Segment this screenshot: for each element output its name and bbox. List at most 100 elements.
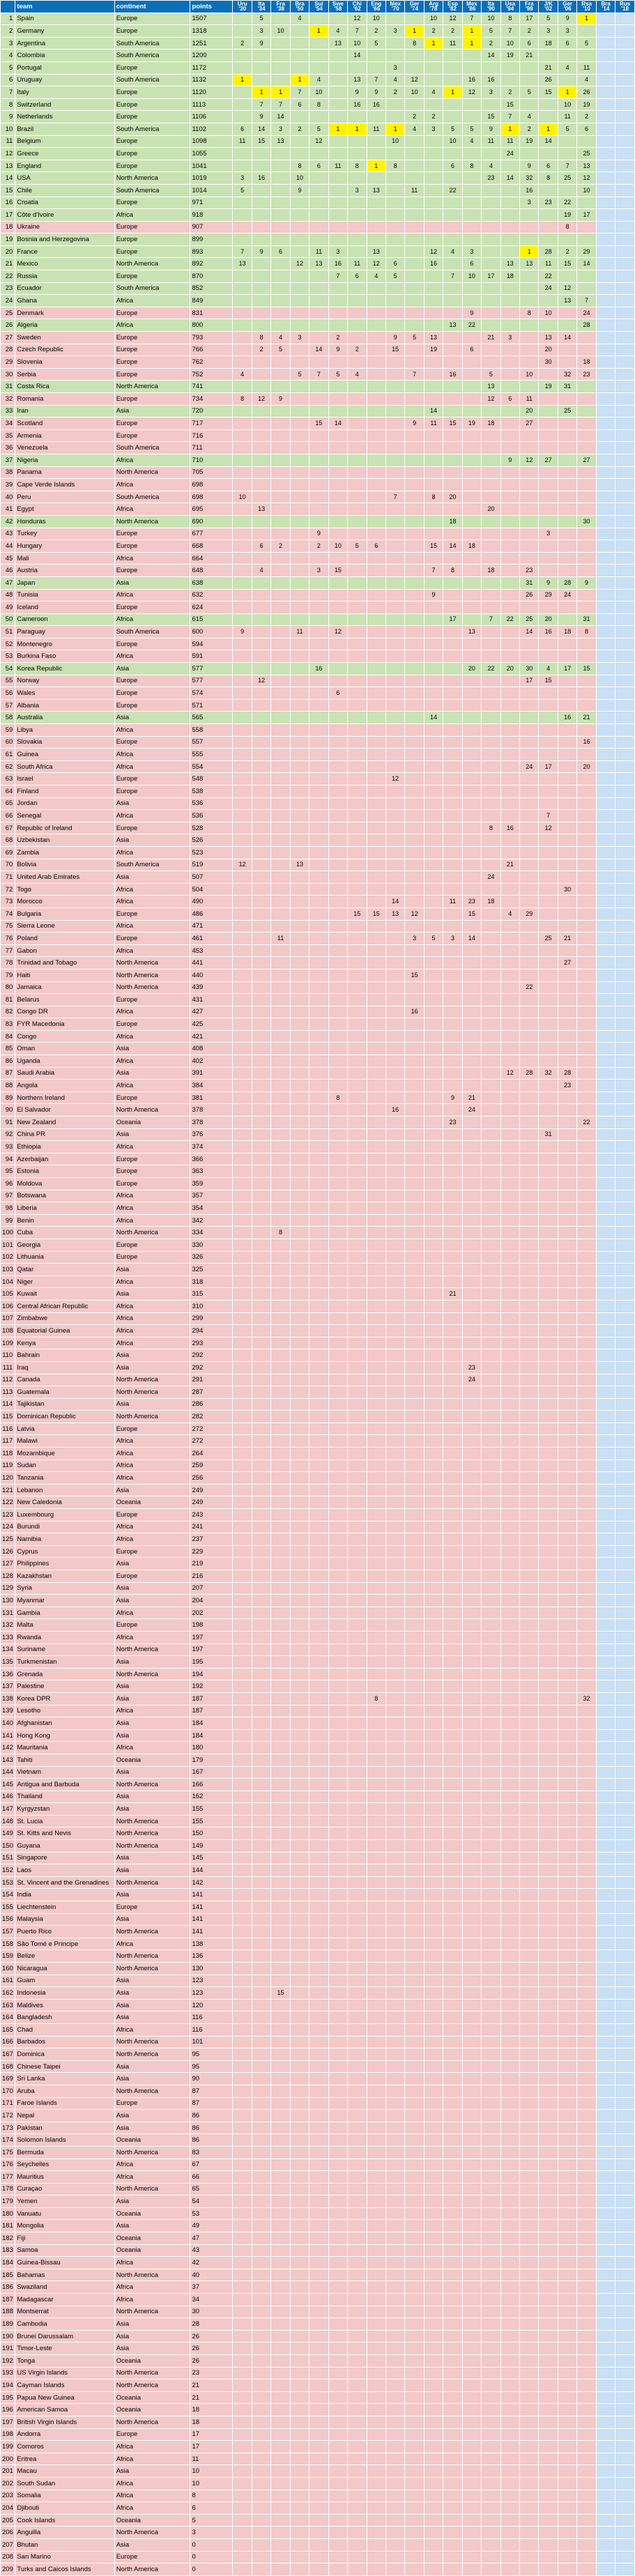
- result-cell: [251, 1680, 272, 1693]
- result-cell: [615, 919, 635, 933]
- result-cell: [461, 1508, 482, 1521]
- result-cell: [443, 2182, 463, 2196]
- rank-cell: 19: [0, 233, 16, 246]
- team-cell: Morocco: [15, 895, 115, 908]
- result-cell: [289, 1397, 310, 1411]
- result-cell: [576, 478, 597, 491]
- result-cell: [309, 2096, 329, 2110]
- result-cell: [461, 1152, 482, 1166]
- result-cell: [538, 490, 558, 504]
- result-cell: [347, 2011, 367, 2024]
- result-cell: [557, 1275, 578, 1289]
- result-cell: [289, 1226, 310, 1239]
- result-cell: [557, 1029, 578, 1043]
- continent-cell: North America: [114, 2048, 191, 2061]
- team-cell: Hong Kong: [15, 1728, 115, 1742]
- result-cell: [481, 1643, 501, 1657]
- result-cell: [328, 1287, 349, 1301]
- result-cell: [500, 1324, 521, 1337]
- result-cell: [251, 441, 272, 454]
- result-cell: 12: [251, 674, 272, 688]
- result-cell: [443, 785, 463, 798]
- result-cell: 7: [500, 24, 521, 38]
- result-cell: [519, 1226, 540, 1239]
- result-cell: [251, 601, 272, 614]
- result-cell: [309, 1606, 329, 1620]
- points-cell: 318: [190, 1275, 234, 1289]
- result-cell: [557, 551, 578, 565]
- rank-cell: 151: [0, 1851, 16, 1865]
- result-cell: 24: [538, 282, 558, 296]
- result-cell: [251, 270, 272, 283]
- result-cell: 16: [443, 367, 463, 381]
- result-cell: [576, 1974, 597, 1988]
- team-cell: Moldova: [15, 1177, 115, 1190]
- result-cell: [538, 834, 558, 847]
- result-cell: [347, 1790, 367, 1804]
- points-cell: 87: [190, 2096, 234, 2110]
- points-cell: 187: [190, 1704, 234, 1718]
- table-row: 116 Latvia Europe 272: [0, 1422, 635, 1436]
- result-cell: [347, 490, 367, 504]
- result-cell: [232, 2195, 252, 2208]
- table-row: 189 Cambodia Asia 28: [0, 2317, 635, 2331]
- result-cell: [500, 601, 521, 614]
- result-cell: [500, 1704, 521, 1718]
- result-cell: [232, 1557, 252, 1570]
- result-cell: [385, 2133, 406, 2147]
- result-cell: [461, 355, 482, 369]
- result-cell: [251, 2011, 272, 2024]
- team-cell: Uzbekistan: [15, 834, 115, 847]
- result-cell: [385, 564, 406, 577]
- result-cell: [251, 932, 272, 945]
- team-cell: Jamaica: [15, 981, 115, 995]
- points-cell: 374: [190, 1140, 234, 1153]
- result-cell: [615, 1643, 635, 1657]
- result-cell: 14: [519, 625, 540, 638]
- result-cell: [328, 601, 349, 614]
- result-cell: 8: [232, 392, 252, 406]
- continent-cell: Asia: [114, 1397, 191, 1411]
- result-cell: [232, 1728, 252, 1742]
- result-cell: [251, 1447, 272, 1460]
- result-cell: [423, 1618, 444, 1632]
- result-cell: [309, 821, 329, 835]
- result-cell: [251, 2145, 272, 2159]
- table-row: 109 Kenya Africa 293: [0, 1336, 635, 1350]
- result-cell: [270, 1386, 291, 1399]
- result-cell: [595, 1606, 616, 1620]
- result-cell: [289, 1949, 310, 1963]
- result-cell: [309, 845, 329, 859]
- result-cell: [347, 1717, 367, 1730]
- result-cell: [309, 1496, 329, 1510]
- result-cell: [289, 1851, 310, 1865]
- result-cell: [328, 1324, 349, 1337]
- result-cell: [232, 1263, 252, 1276]
- result-cell: [328, 1397, 349, 1411]
- result-cell: [232, 1692, 252, 1705]
- result-cell: [251, 159, 272, 173]
- points-cell: 40: [190, 2268, 234, 2282]
- result-cell: [347, 1962, 367, 1975]
- result-cell: [289, 2035, 310, 2049]
- result-cell: [500, 2182, 521, 2196]
- table-row: 49 Iceland Europe 624: [0, 601, 635, 614]
- continent-cell: Europe: [114, 1238, 191, 1252]
- result-cell: [289, 1680, 310, 1693]
- result-cell: [519, 834, 540, 847]
- table-row: 170 Aruba North America 87: [0, 2084, 635, 2098]
- result-cell: [347, 1606, 367, 1620]
- result-cell: [576, 49, 597, 62]
- result-cell: [615, 319, 635, 332]
- result-cell: [251, 2096, 272, 2110]
- result-cell: [347, 2232, 367, 2245]
- result-cell: [270, 601, 291, 614]
- result-cell: [595, 797, 616, 811]
- result-cell: [366, 968, 386, 982]
- result-cell: [595, 1189, 616, 1203]
- result-cell: [615, 1901, 635, 1914]
- result-cell: [519, 1005, 540, 1019]
- result-cell: [404, 993, 424, 1006]
- continent-cell: Asia: [114, 1986, 191, 2000]
- result-cell: [232, 1814, 252, 1828]
